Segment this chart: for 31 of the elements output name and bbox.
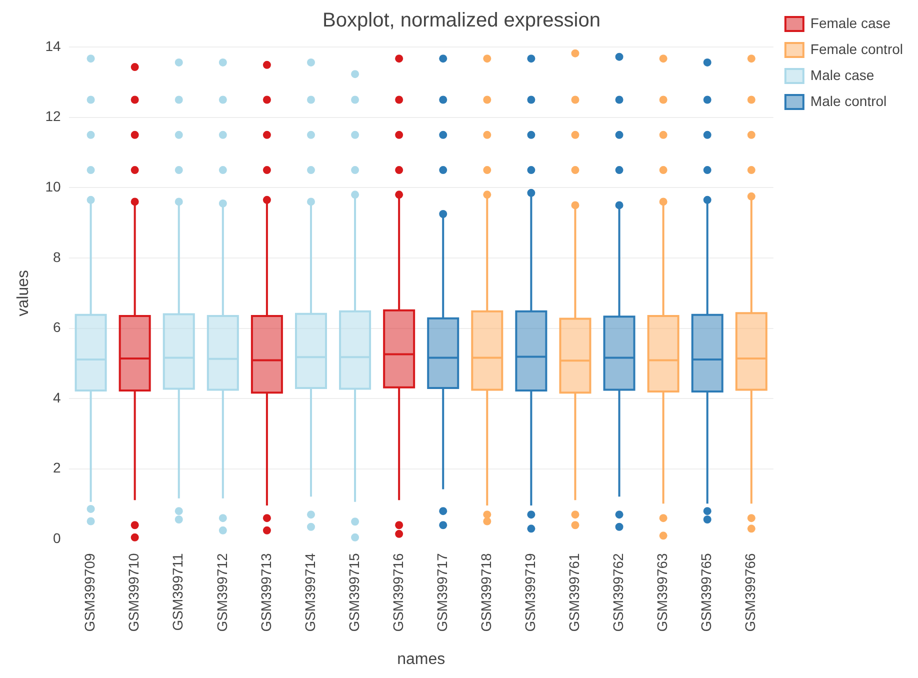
y-tick-label: 12 — [45, 108, 61, 124]
y-tick-label: 14 — [45, 38, 61, 54]
x-axis-title: names — [397, 650, 446, 668]
x-tick-label: GSM399765 — [698, 552, 714, 632]
legend-label: Female case — [810, 14, 891, 31]
x-tick-label: GSM399718 — [478, 552, 494, 632]
y-tick-label: 6 — [52, 319, 61, 336]
x-tick-label: GSM399717 — [434, 552, 450, 632]
y-tick-label: 2 — [52, 460, 61, 476]
y-tick-label: 0 — [52, 530, 61, 546]
legend-label: Female control — [810, 40, 903, 57]
x-tick-label: GSM399711 — [170, 552, 186, 631]
x-tick-label: GSM399710 — [126, 552, 142, 632]
y-tick-label: 4 — [52, 389, 61, 406]
x-tick-label: GSM399762 — [610, 552, 626, 632]
legend-label: Male case — [810, 66, 874, 83]
x-tick-label: GSM399766 — [742, 552, 758, 632]
x-tick-label: GSM399713 — [258, 552, 274, 632]
x-tick-label: GSM399716 — [390, 552, 406, 632]
x-tick-label: GSM399714 — [302, 552, 318, 632]
x-tick-label: GSM399712 — [214, 552, 230, 632]
x-tick-label: GSM399709 — [82, 552, 98, 632]
x-tick-label: GSM399761 — [566, 552, 582, 632]
chart-title: Boxplot, normalized expression — [322, 10, 600, 32]
legend-label: Male control — [810, 92, 887, 109]
x-tick-label: GSM399719 — [522, 552, 538, 632]
x-tick-label: GSM399715 — [346, 552, 362, 632]
x-tick-label: GSM399763 — [654, 552, 670, 632]
y-axis-title: values — [15, 270, 32, 316]
y-tick-label: 8 — [52, 248, 61, 265]
y-tick-label: 10 — [45, 178, 61, 194]
